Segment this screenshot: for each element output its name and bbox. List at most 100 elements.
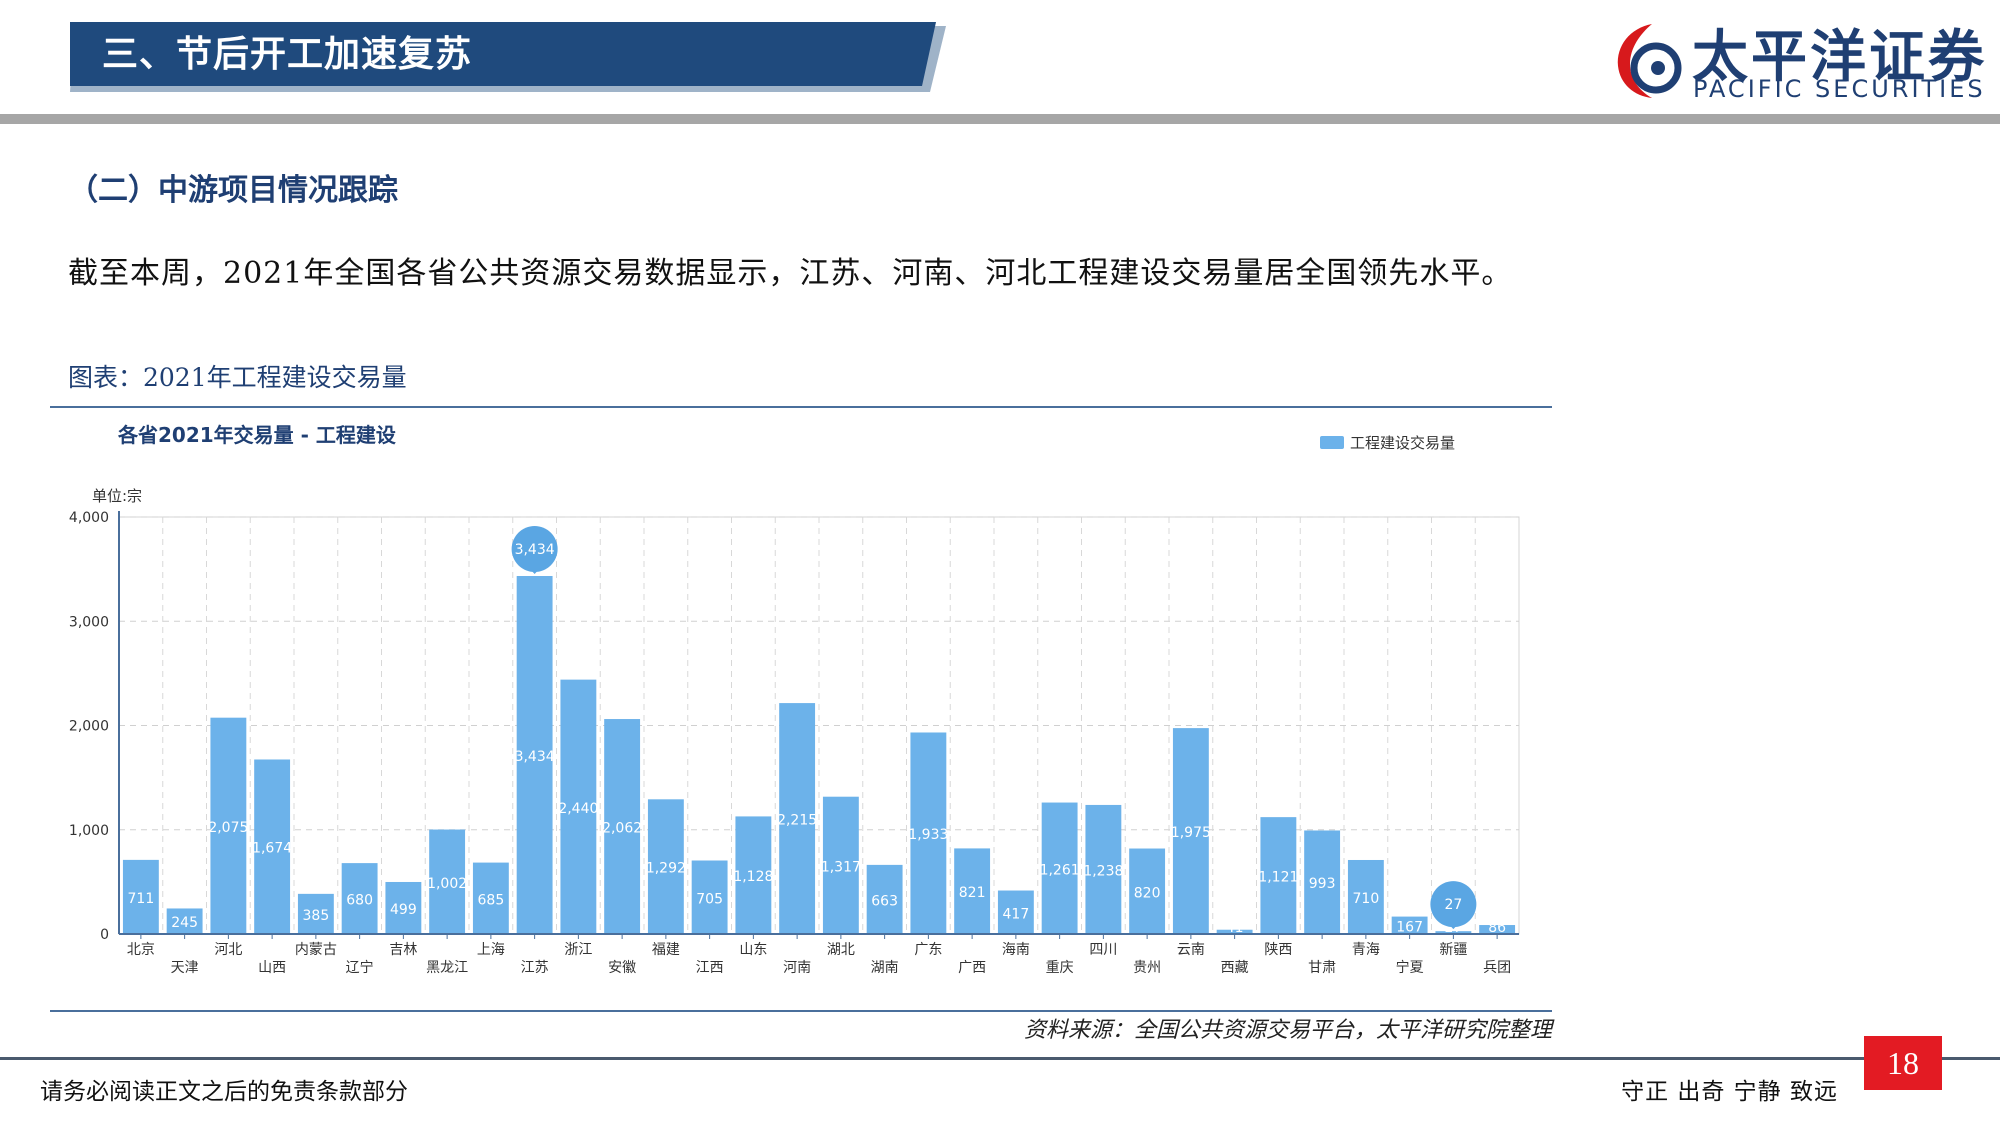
bar-新疆 xyxy=(1435,931,1472,934)
header-banner xyxy=(70,22,946,92)
x-tick-label: 上海 xyxy=(477,942,505,958)
x-tick-label: 宁夏 xyxy=(1396,959,1424,976)
logo-english-name: PACIFIC SECURITIES xyxy=(1693,75,1986,103)
x-tick-label: 浙江 xyxy=(564,942,592,958)
pin-marker: 27 xyxy=(1430,881,1477,930)
x-tick-label: 吉林 xyxy=(389,942,417,958)
bar-value-label: 1,261 xyxy=(1040,862,1080,878)
bar-内蒙古 xyxy=(297,893,334,934)
footer-divider xyxy=(0,1057,2000,1060)
figure-top-rule xyxy=(50,406,1552,408)
bar-湖南 xyxy=(866,864,903,934)
x-tick-label: 广东 xyxy=(914,942,942,958)
y-tick-label: 4,000 xyxy=(69,510,109,526)
page-header-title: 三、节后开工加速复苏 xyxy=(102,34,473,75)
x-tick-label: 重庆 xyxy=(1046,960,1074,976)
bar-value-label: 1,121 xyxy=(1258,870,1298,886)
bar-河北 xyxy=(210,717,247,934)
x-tick-label: 安徽 xyxy=(608,960,636,976)
x-tick-label: 四川 xyxy=(1089,942,1117,958)
pin-marker: 3,434 xyxy=(511,526,558,575)
footer-motto: 守正 出奇 宁静 致远 xyxy=(1621,1079,1838,1105)
bar-value-label: 1,128 xyxy=(733,869,773,885)
bar-value-label: 2,062 xyxy=(602,821,642,837)
bar-value-label: 993 xyxy=(1309,876,1336,892)
bar-西藏 xyxy=(1216,929,1253,934)
x-tick-label: 河北 xyxy=(214,942,242,958)
bar-福建 xyxy=(647,799,684,934)
x-tick-label: 湖北 xyxy=(827,942,855,958)
bar-江西 xyxy=(691,860,728,934)
pin-marker-label: 3,434 xyxy=(515,542,555,558)
bar-value-label: 710 xyxy=(1353,891,1380,907)
x-tick-label: 云南 xyxy=(1177,942,1205,958)
bar-重庆 xyxy=(1041,802,1078,934)
bar-天津 xyxy=(166,908,203,934)
bar-value-label: 167 xyxy=(1396,919,1423,935)
bar-山西 xyxy=(254,759,291,934)
bar-安徽 xyxy=(604,719,641,934)
x-tick-label: 河南 xyxy=(783,960,811,976)
bar-value-label: 663 xyxy=(871,893,898,909)
x-tick-label: 内蒙古 xyxy=(295,942,337,958)
x-tick-label: 甘肃 xyxy=(1308,960,1336,976)
legend-label: 工程建设交易量 xyxy=(1350,434,1455,452)
bar-value-label: 385 xyxy=(303,908,330,924)
pacific-securities-logo-icon xyxy=(1617,24,1682,98)
bar-value-label: 499 xyxy=(390,902,417,918)
bar-兵团 xyxy=(1479,925,1516,934)
x-tick-label: 陕西 xyxy=(1264,942,1292,958)
legend-swatch xyxy=(1320,436,1344,449)
bar-甘肃 xyxy=(1304,830,1341,934)
y-tick-label: 0 xyxy=(100,927,109,943)
header-divider xyxy=(0,114,2000,124)
bar-value-label: 245 xyxy=(171,915,198,931)
x-tick-label: 天津 xyxy=(171,960,199,976)
bar-value-label: 417 xyxy=(1003,906,1030,922)
bar-黑龙江 xyxy=(429,829,466,934)
figure-bottom-rule xyxy=(50,1010,1552,1012)
source-note: 资料来源：全国公共资源交易平台，太平洋研究院整理 xyxy=(1023,1018,1552,1043)
x-tick-label: 贵州 xyxy=(1133,960,1161,976)
x-tick-label: 青海 xyxy=(1352,942,1380,958)
bar-value-label: 86 xyxy=(1488,920,1506,936)
chart-title: 各省2021年交易量 - 工程建设 xyxy=(117,423,396,447)
x-tick-label: 新疆 xyxy=(1439,942,1467,958)
bar-layer xyxy=(122,576,1516,934)
pin-marker-label: 27 xyxy=(1444,897,1462,913)
y-tick-label: 3,000 xyxy=(69,614,109,630)
footer-disclaimer: 请务必阅读正文之后的免责条款部分 xyxy=(40,1079,408,1105)
bar-江苏 xyxy=(516,576,553,934)
bar-value-label: 1,933 xyxy=(908,827,948,843)
bar-value-label: 711 xyxy=(128,891,155,907)
bar-value-label: 1,238 xyxy=(1083,863,1123,879)
x-tick-label: 黑龙江 xyxy=(426,960,468,976)
bar-value-label: 1,292 xyxy=(646,861,686,877)
logo-chinese-name: 太平洋证券 xyxy=(1692,25,1987,90)
bar-value-label: 705 xyxy=(696,891,723,907)
bar-value-label: 1,317 xyxy=(821,859,861,875)
x-tick-label: 山东 xyxy=(739,942,767,958)
x-tick-label: 福建 xyxy=(652,942,680,958)
grid-layer xyxy=(118,516,1520,935)
bar-广东 xyxy=(910,732,947,934)
x-tick-label: 江西 xyxy=(696,960,724,976)
bar-value-label: 820 xyxy=(1134,885,1161,901)
x-tick-label: 海南 xyxy=(1002,942,1030,958)
bar-value-label: 680 xyxy=(346,893,373,909)
x-tick-label: 江苏 xyxy=(521,960,549,976)
x-tick-label: 湖南 xyxy=(871,960,899,976)
x-tick-label: 北京 xyxy=(127,942,155,958)
bar-山东 xyxy=(735,816,772,934)
x-tick-label: 兵团 xyxy=(1483,960,1511,976)
y-tick-label: 1,000 xyxy=(69,823,109,839)
bar-广西 xyxy=(954,848,991,934)
bar-value-label: 685 xyxy=(478,892,505,908)
bar-value-label: 821 xyxy=(959,885,986,901)
bar-value-label: 1,674 xyxy=(252,841,292,857)
bar-吉林 xyxy=(385,881,422,934)
bar-上海 xyxy=(472,862,509,934)
bar-value-label: 3,434 xyxy=(515,749,555,765)
x-tick-label: 辽宁 xyxy=(346,959,374,976)
